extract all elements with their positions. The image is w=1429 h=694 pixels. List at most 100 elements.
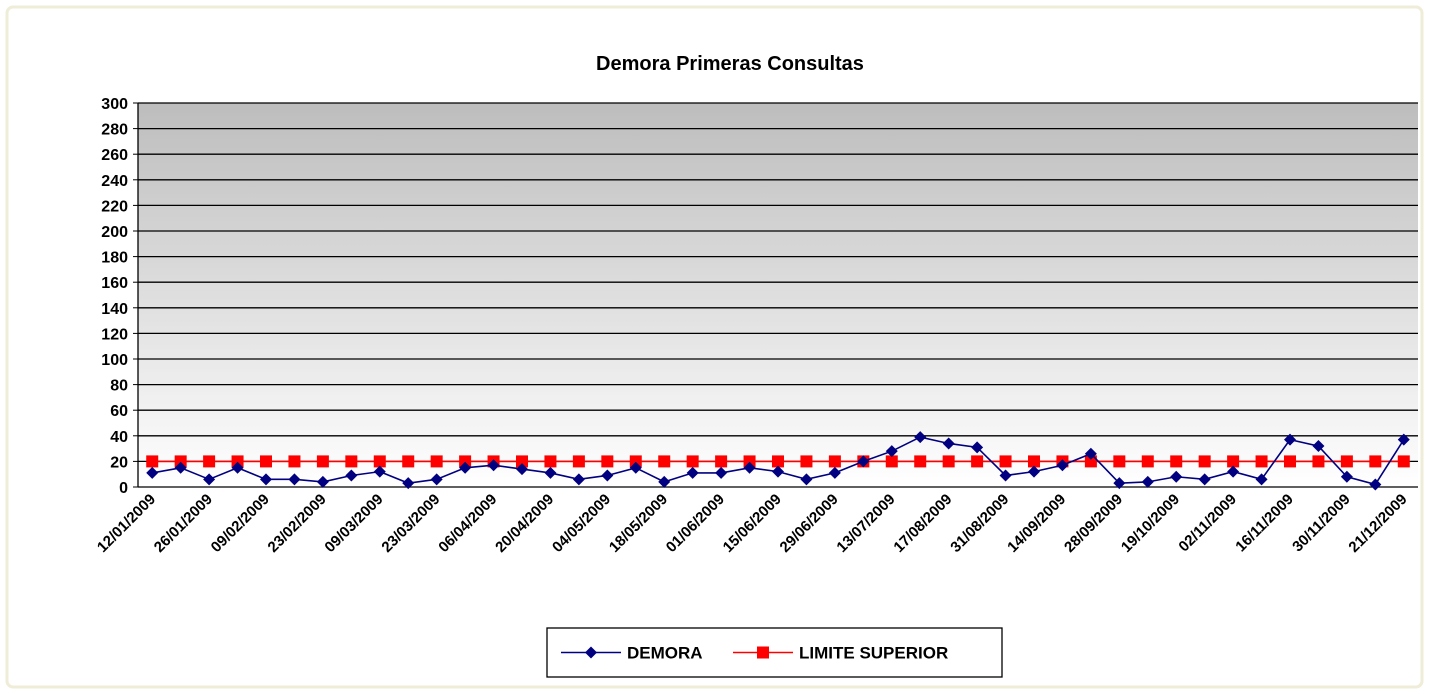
point (402, 455, 415, 468)
y-tick-label: 220 (101, 198, 128, 215)
point (260, 473, 272, 486)
point (174, 455, 187, 468)
point (516, 463, 528, 476)
point (629, 461, 642, 474)
point (572, 455, 585, 468)
point (885, 455, 898, 468)
point (1170, 455, 1183, 468)
point (146, 466, 159, 479)
legend-box (546, 627, 1003, 678)
point (1284, 433, 1296, 446)
point (231, 455, 244, 468)
point (1284, 455, 1296, 468)
y-tick-label: 240 (101, 173, 128, 190)
y-tick-label: 80 (110, 378, 128, 395)
point (999, 455, 1012, 468)
point (544, 455, 557, 468)
point (203, 455, 216, 468)
point (715, 466, 728, 479)
point (1084, 447, 1097, 460)
point (971, 455, 984, 468)
legend-marker (757, 646, 769, 659)
point (316, 455, 329, 468)
legend-label: DEMORA (627, 644, 703, 663)
y-tick-label: 180 (101, 250, 128, 267)
point (914, 455, 927, 468)
point (146, 455, 159, 468)
y-tick-label: 100 (101, 352, 128, 369)
y-tick-label: 0 (119, 480, 128, 497)
point (1312, 440, 1325, 453)
point (288, 473, 301, 486)
point (1227, 465, 1240, 478)
y-tick-label: 160 (101, 275, 128, 292)
point (1198, 473, 1211, 486)
point (828, 455, 841, 468)
legend-marker (585, 646, 597, 659)
point (1397, 433, 1410, 446)
point (686, 466, 699, 479)
point (345, 455, 358, 468)
point (316, 475, 329, 488)
point (601, 469, 614, 482)
point (1141, 475, 1154, 488)
y-tick-label: 20 (110, 454, 128, 471)
y-tick-label: 40 (110, 429, 128, 446)
point (857, 455, 870, 468)
point (885, 445, 898, 458)
point (800, 455, 813, 468)
point (971, 441, 984, 454)
point (1170, 470, 1183, 483)
point (715, 455, 728, 468)
point (174, 461, 187, 474)
point (572, 473, 585, 486)
point (999, 469, 1012, 482)
y-tick-label: 300 (101, 96, 128, 113)
point (1340, 455, 1353, 468)
y-tick-label: 60 (110, 403, 128, 420)
point (373, 465, 386, 478)
point (203, 473, 216, 486)
point (516, 455, 528, 468)
point (1056, 459, 1069, 472)
point (1255, 473, 1268, 486)
point (800, 473, 813, 486)
point (772, 465, 784, 478)
point (402, 477, 415, 490)
point (1340, 470, 1353, 483)
point (1255, 455, 1268, 468)
point (942, 455, 955, 468)
point (743, 455, 756, 468)
point (1113, 455, 1126, 468)
point (1312, 455, 1325, 468)
point (430, 455, 443, 468)
point (260, 455, 272, 468)
point (658, 455, 671, 468)
point (743, 461, 756, 474)
y-tick-label: 120 (101, 326, 128, 343)
chart-title: Demora Primeras Consultas (596, 53, 864, 75)
point (1369, 455, 1382, 468)
point (942, 437, 955, 450)
point (658, 475, 671, 488)
point (828, 466, 841, 479)
point (1113, 477, 1126, 490)
point (1028, 465, 1040, 478)
point (1198, 455, 1211, 468)
point (686, 455, 699, 468)
point (601, 455, 614, 468)
point (288, 455, 301, 468)
point (1141, 455, 1154, 468)
point (629, 455, 642, 468)
point (345, 469, 358, 482)
point (1397, 455, 1410, 468)
point (1227, 455, 1240, 468)
y-tick-label: 200 (101, 224, 128, 241)
y-tick-label: 280 (101, 122, 128, 139)
point (231, 461, 244, 474)
point (772, 455, 784, 468)
point (914, 431, 927, 444)
point (1028, 455, 1040, 468)
y-tick-label: 260 (101, 147, 128, 164)
